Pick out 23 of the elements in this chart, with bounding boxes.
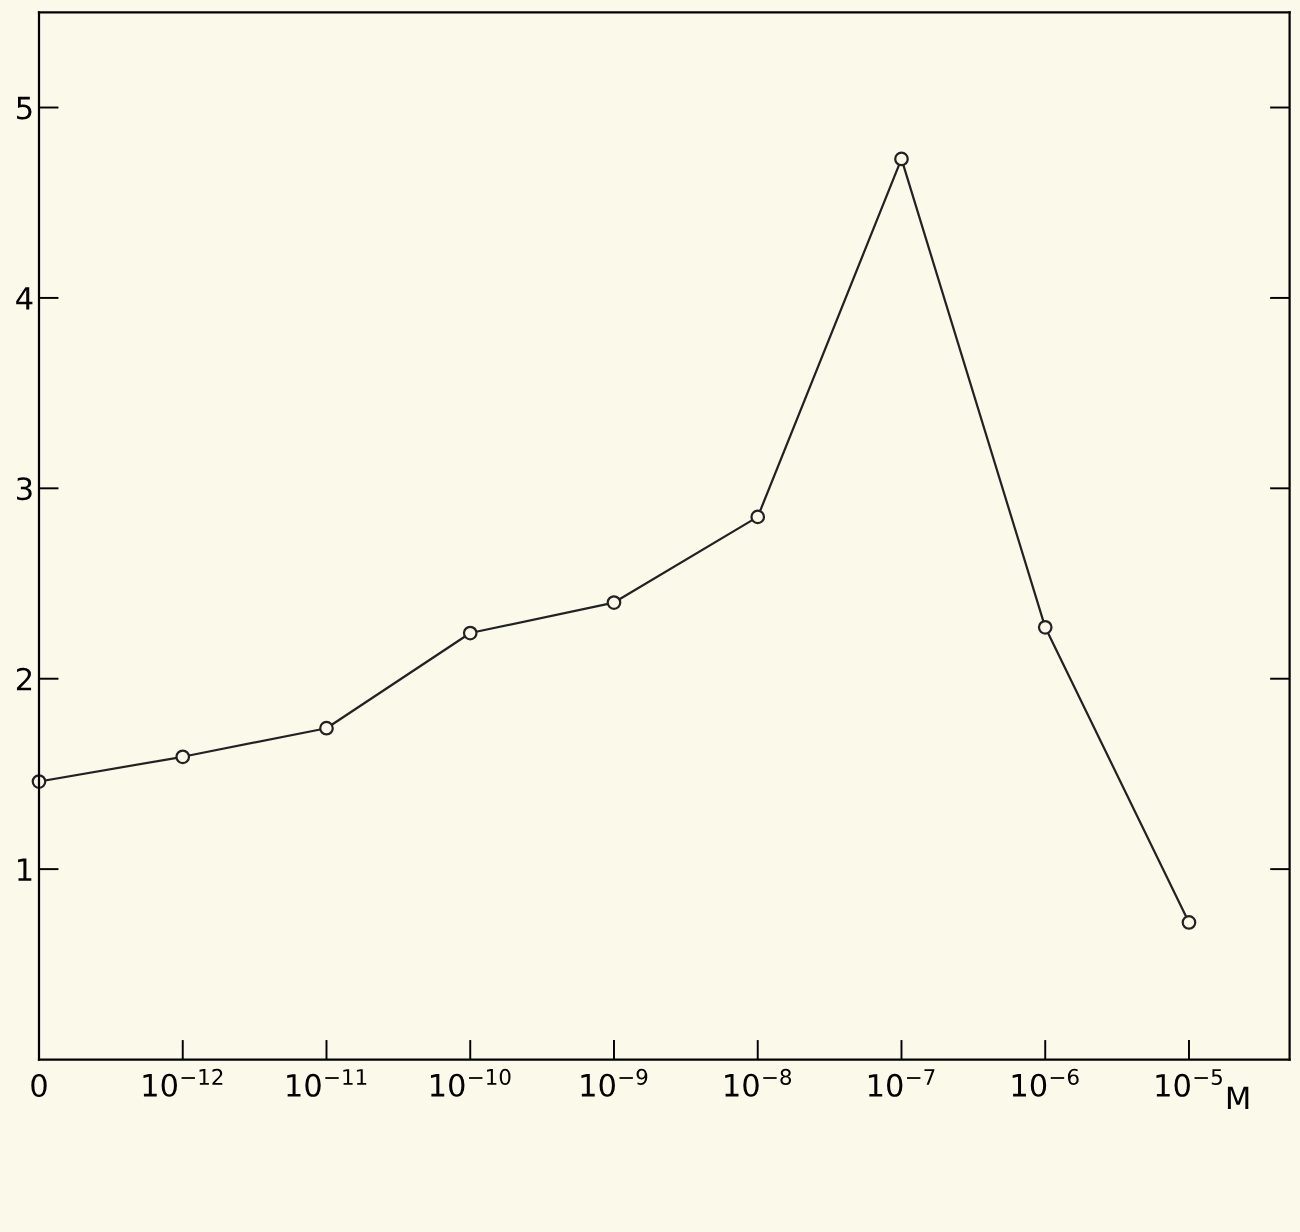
y-tick-label: 4: [16, 287, 33, 310]
point: [175, 749, 191, 765]
point: [1037, 619, 1053, 635]
x-tick-label: 10$^{−12}$: [143, 1068, 223, 1097]
point: [319, 720, 334, 736]
point: [462, 625, 478, 641]
point: [894, 151, 909, 167]
y-tick-label: 5: [17, 96, 32, 120]
x-tick-label: 10$^{−8}$: [725, 1068, 792, 1097]
x-tick-label: 0: [31, 1073, 47, 1098]
x-tick-label: 10$^{−7}$: [868, 1069, 935, 1097]
x-tick-label: 10$^{−9}$: [581, 1068, 648, 1097]
x-tick-label: 10$^{−11}$: [287, 1069, 367, 1097]
x-tick-label: 10$^{−5}$: [1156, 1069, 1222, 1097]
point: [606, 595, 622, 610]
y-tick-label: 1: [18, 858, 32, 881]
x-tick-label: 10$^{−10}$: [430, 1068, 511, 1097]
point: [1181, 915, 1197, 930]
y-tick-label: 3: [17, 477, 32, 501]
x-tick-label: 10$^{−6}$: [1012, 1068, 1079, 1097]
point: [750, 509, 766, 525]
x-axis-title: M: [1227, 1086, 1249, 1109]
y-tick-label: 2: [16, 667, 32, 691]
